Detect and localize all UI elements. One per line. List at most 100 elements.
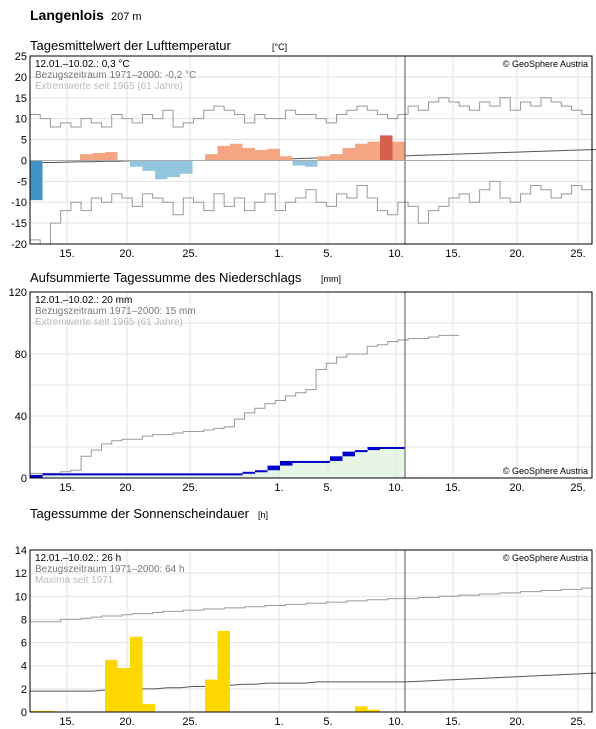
data-bar xyxy=(167,160,180,178)
data-bar xyxy=(292,460,305,463)
data-bar xyxy=(267,465,280,471)
data-bar xyxy=(80,473,93,476)
y-tick-label: 6 xyxy=(21,638,27,650)
x-tick-label: 20. xyxy=(119,716,134,728)
y-tick-label: 25 xyxy=(15,51,27,63)
data-bar xyxy=(305,160,318,167)
x-tick-label: 1. xyxy=(274,482,283,494)
y-tick-label: 0 xyxy=(21,707,27,719)
station-name: Langenlois xyxy=(30,7,104,23)
data-bar xyxy=(180,473,193,476)
max-envelope xyxy=(30,97,592,128)
x-tick-label: 25. xyxy=(182,482,197,494)
y-tick-label: -5 xyxy=(17,176,27,188)
data-bar xyxy=(255,470,268,473)
chart-temp: Tagesmittelwert der Lufttemperatur [°C] 25… xyxy=(11,38,596,260)
data-bar xyxy=(330,456,343,461)
info-line: 12.01.–10.02.: 26 h xyxy=(35,553,121,564)
data-bar xyxy=(392,141,405,161)
data-bar xyxy=(130,636,143,712)
chart-title: Tagesmittelwert der Lufttemperatur xyxy=(30,38,232,53)
x-tick-label: 20. xyxy=(119,482,134,494)
data-bar xyxy=(355,450,368,453)
y-tick-label: 4 xyxy=(21,661,27,673)
x-tick-label: 25. xyxy=(570,248,585,260)
precip-area xyxy=(55,473,68,478)
x-tick-label: 15. xyxy=(445,482,460,494)
y-tick-label: 12 xyxy=(15,568,27,580)
data-bar xyxy=(317,156,330,161)
info-line: Bezugszeitraum 1971–2000: 15 mm xyxy=(35,306,196,317)
max-envelope xyxy=(30,334,460,474)
plot-frame xyxy=(29,549,593,713)
data-bar xyxy=(92,473,105,476)
chart-precip: Aufsummierte Tagessumme des Niederschlag… xyxy=(9,270,593,494)
data-bar xyxy=(230,473,243,476)
x-tick-label: 10. xyxy=(388,482,403,494)
plot-frame xyxy=(29,55,593,245)
info-line: Extremwerte seit 1965 (61 Jahre) xyxy=(35,81,183,92)
y-tick-label: -15 xyxy=(11,218,27,230)
data-bar xyxy=(255,150,268,161)
precip-area xyxy=(367,447,380,478)
chart-title: Tagessumme der Sonnenscheindauer xyxy=(30,506,250,521)
y-tick-label: 40 xyxy=(15,411,27,423)
info-line: Maxima seit 1971 xyxy=(35,575,114,586)
data-bar xyxy=(242,147,255,161)
data-bar xyxy=(167,473,180,476)
data-bar xyxy=(305,460,318,463)
max-envelope xyxy=(30,587,592,623)
data-bar xyxy=(92,152,105,161)
precip-area xyxy=(92,473,105,478)
data-bar xyxy=(105,473,118,476)
precip-area xyxy=(130,473,143,478)
y-tick-label: -20 xyxy=(11,239,27,251)
precip-area xyxy=(205,473,218,478)
data-bar xyxy=(367,141,380,161)
precip-area xyxy=(217,473,230,478)
data-bar xyxy=(380,135,393,161)
info-line: Bezugszeitraum 1971–2000: -0,2 °C xyxy=(35,70,196,81)
station-elevation: 207 m xyxy=(111,11,142,23)
info-line: Extremwerte seit 1965 (61 Jahre) xyxy=(35,317,183,328)
y-tick-label: 2 xyxy=(21,684,27,696)
precip-area xyxy=(330,456,343,478)
y-tick-label: 14 xyxy=(15,545,27,557)
data-bar xyxy=(380,447,393,449)
x-tick-label: 5. xyxy=(323,482,332,494)
data-bar xyxy=(280,460,293,466)
data-bar xyxy=(230,143,243,161)
y-tick-label: 0 xyxy=(21,473,27,485)
x-tick-label: 15. xyxy=(59,716,74,728)
precip-area xyxy=(292,460,305,478)
x-tick-label: 1. xyxy=(274,716,283,728)
data-bar xyxy=(342,451,355,457)
data-bar xyxy=(205,473,218,476)
data-bar xyxy=(142,473,155,476)
data-bar xyxy=(342,147,355,161)
chart-unit: [mm] xyxy=(321,274,341,284)
y-tick-label: 10 xyxy=(15,114,27,126)
precip-area xyxy=(80,473,93,478)
data-bar xyxy=(267,148,280,161)
data-bar xyxy=(217,145,230,161)
data-bar xyxy=(67,473,80,476)
precip-area xyxy=(42,473,55,478)
chart-sun: Tagessumme der Sonnenscheindauer [h] 14 12 1… xyxy=(15,506,596,728)
precip-area xyxy=(305,460,318,478)
data-bar xyxy=(292,160,305,166)
data-bar xyxy=(117,473,130,476)
data-bar xyxy=(30,160,43,201)
y-tick-label: 0 xyxy=(21,155,27,167)
x-tick-label: 5. xyxy=(323,716,332,728)
x-tick-label: 20. xyxy=(509,482,524,494)
precip-area xyxy=(392,447,405,478)
x-tick-label: 20. xyxy=(509,716,524,728)
x-tick-label: 15. xyxy=(59,482,74,494)
precip-area xyxy=(230,473,243,478)
x-tick-label: 25. xyxy=(182,248,197,260)
data-bar xyxy=(355,706,368,712)
x-tick-label: 20. xyxy=(509,248,524,260)
data-bar xyxy=(155,160,168,180)
